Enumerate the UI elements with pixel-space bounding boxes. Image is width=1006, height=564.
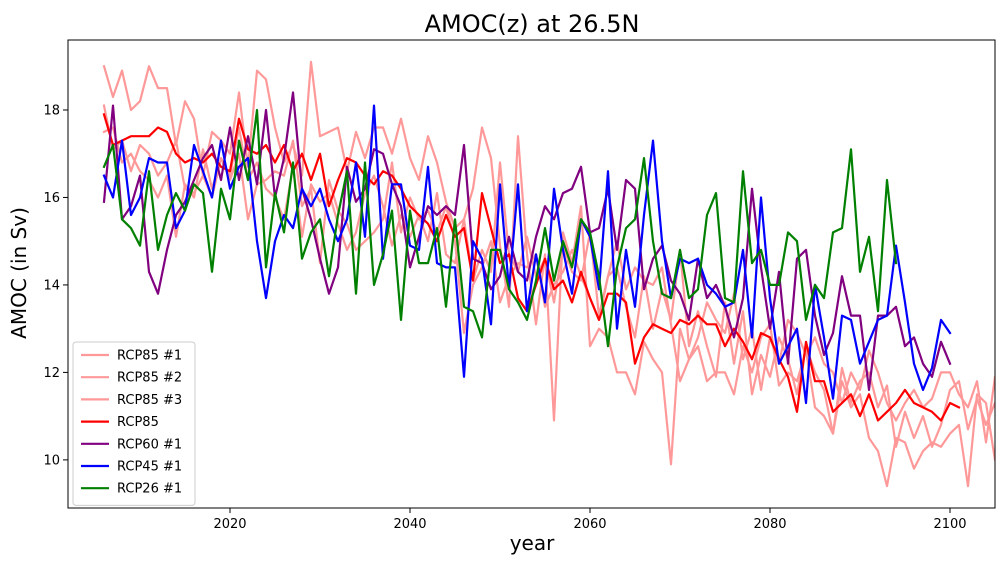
- legend-label-rcp60-1: RCP60 #1: [117, 437, 182, 452]
- series-line-rcp45-1: [102, 104, 952, 405]
- legend-box: [72, 341, 196, 506]
- legend: RCP85 #1 RCP85 #2 RCP85 #3 RCP85 RCP60 #1 RCP…: [72, 341, 196, 506]
- y-tick-label: 10: [43, 453, 60, 468]
- y-tick-label: 18: [43, 103, 60, 118]
- series-line-rcp85: [102, 113, 961, 422]
- series-line-rcp26-1: [102, 108, 898, 348]
- x-axis-title: year: [510, 531, 555, 555]
- plot-area: 2020 2040 2060 2080 2100 10 12 14 16 18: [43, 39, 996, 532]
- legend-label-rcp85: RCP85: [117, 415, 159, 430]
- axes-frame: [67, 39, 996, 509]
- legend-label-rcp85-3: RCP85 #3: [117, 393, 182, 408]
- x-tick-label: 2100: [933, 517, 966, 532]
- series-line-rcp85-2: [102, 60, 995, 488]
- series-line-rcp60-1: [102, 91, 952, 391]
- y-tick-label: 14: [43, 278, 60, 293]
- series-group: [102, 60, 995, 488]
- chart-title: AMOC(z) at 26.5N: [425, 10, 640, 38]
- y-tick-label: 12: [43, 366, 60, 381]
- y-axis-title: AMOC (in Sv): [7, 207, 31, 339]
- x-tick-label: 2040: [393, 517, 426, 532]
- x-tick-label: 2080: [753, 517, 786, 532]
- y-tick-label: 16: [43, 191, 60, 206]
- series-line-rcp85-3: [102, 126, 995, 444]
- x-tick-label: 2060: [573, 517, 606, 532]
- legend-label-rcp45-1: RCP45 #1: [117, 460, 182, 475]
- legend-label-rcp85-2: RCP85 #2: [117, 371, 182, 386]
- x-tick-label: 2020: [213, 517, 246, 532]
- legend-label-rcp26-1: RCP26 #1: [117, 482, 182, 497]
- legend-label-rcp85-1: RCP85 #1: [117, 349, 182, 364]
